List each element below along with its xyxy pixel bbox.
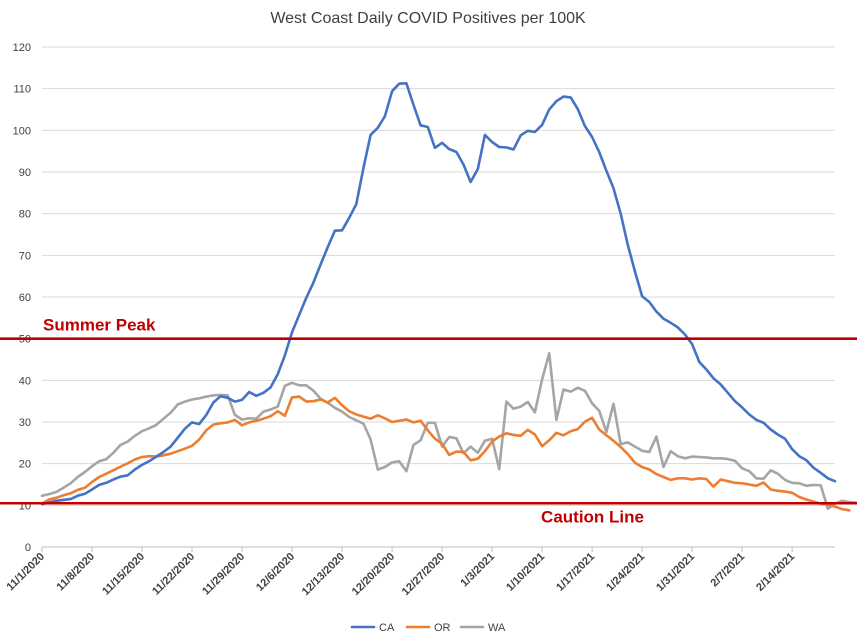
x-tick-label: 12/6/2020 bbox=[254, 551, 297, 594]
x-tick-label: 11/15/2020 bbox=[100, 551, 147, 598]
x-tick-label: 11/29/2020 bbox=[200, 551, 247, 598]
legend-label-wa: WA bbox=[488, 622, 506, 634]
x-axis-ticks: 11/1/2020 11/8/2020 11/15/2020 11/22/2020 11… bbox=[4, 547, 797, 598]
y-tick-label: 60 bbox=[19, 292, 31, 304]
x-tick-label: 2/14/2021 bbox=[754, 551, 797, 594]
x-tick-label: 1/17/2021 bbox=[554, 551, 597, 594]
x-tick-label: 1/31/2021 bbox=[654, 551, 697, 594]
x-tick-label: 1/24/2021 bbox=[604, 551, 647, 594]
x-tick-label: 2/7/2021 bbox=[708, 551, 747, 590]
y-tick-label: 120 bbox=[13, 42, 31, 54]
chart-title: West Coast Daily COVID Positives per 100… bbox=[270, 10, 586, 27]
series-line-or bbox=[40, 395, 851, 512]
series-lines bbox=[40, 82, 857, 512]
legend: CA OR WA bbox=[350, 622, 506, 634]
y-tick-label: 0 bbox=[25, 542, 31, 554]
x-tick-label: 1/3/2021 bbox=[458, 551, 497, 590]
y-tick-label: 80 bbox=[19, 209, 31, 221]
y-tick-label: 90 bbox=[19, 167, 31, 179]
legend-label-ca: CA bbox=[379, 622, 395, 634]
series-line-wa bbox=[40, 351, 857, 511]
y-axis-ticks: 0102030405060708090100110120 bbox=[13, 42, 31, 554]
y-tick-label: 30 bbox=[19, 417, 31, 429]
x-tick-label: 12/13/2020 bbox=[300, 551, 347, 598]
legend-label-or: OR bbox=[434, 622, 451, 634]
y-tick-label: 20 bbox=[19, 459, 31, 471]
series-line-ca bbox=[40, 82, 837, 506]
y-tick-label: 40 bbox=[19, 375, 31, 387]
y-tick-label: 70 bbox=[19, 250, 31, 262]
x-tick-label: 12/20/2020 bbox=[350, 551, 397, 598]
y-tick-label: 110 bbox=[13, 84, 31, 96]
reference-lines: Summer Peak Caution Line bbox=[0, 316, 857, 526]
x-tick-label: 11/22/2020 bbox=[150, 551, 197, 598]
gridlines bbox=[42, 46, 835, 548]
reference-line-label: Summer Peak bbox=[43, 316, 156, 335]
y-tick-label: 100 bbox=[13, 125, 31, 137]
x-tick-label: 12/27/2020 bbox=[400, 551, 447, 598]
x-tick-label: 11/8/2020 bbox=[54, 551, 97, 594]
x-tick-label: 11/1/2020 bbox=[4, 551, 47, 594]
x-tick-label: 1/10/2021 bbox=[504, 551, 547, 594]
reference-line-label: Caution Line bbox=[541, 507, 644, 526]
